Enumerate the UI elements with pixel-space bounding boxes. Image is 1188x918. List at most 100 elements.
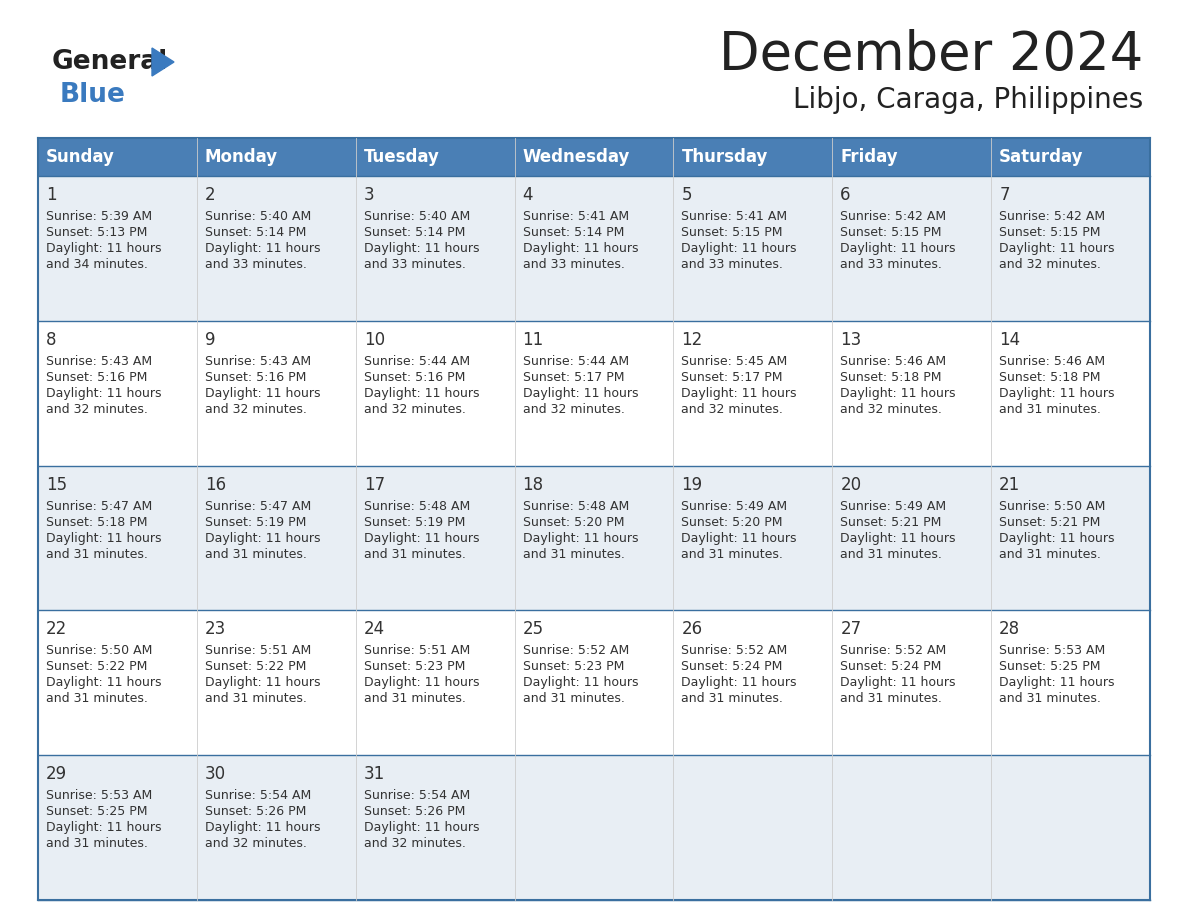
Text: Daylight: 11 hours: Daylight: 11 hours xyxy=(840,386,956,400)
Text: December 2024: December 2024 xyxy=(719,29,1143,81)
Text: Daylight: 11 hours: Daylight: 11 hours xyxy=(364,677,479,689)
Text: Sunset: 5:15 PM: Sunset: 5:15 PM xyxy=(682,226,783,239)
Text: 14: 14 xyxy=(999,330,1020,349)
Text: and 32 minutes.: and 32 minutes. xyxy=(999,258,1101,271)
Text: Sunset: 5:15 PM: Sunset: 5:15 PM xyxy=(999,226,1100,239)
Text: Sunset: 5:17 PM: Sunset: 5:17 PM xyxy=(523,371,624,384)
Text: Sunrise: 5:41 AM: Sunrise: 5:41 AM xyxy=(682,210,788,223)
Text: Sunrise: 5:42 AM: Sunrise: 5:42 AM xyxy=(999,210,1105,223)
Text: 1: 1 xyxy=(46,186,57,204)
Text: Sunrise: 5:40 AM: Sunrise: 5:40 AM xyxy=(204,210,311,223)
Text: Sunrise: 5:48 AM: Sunrise: 5:48 AM xyxy=(523,499,628,512)
Text: and 32 minutes.: and 32 minutes. xyxy=(523,403,625,416)
Text: Daylight: 11 hours: Daylight: 11 hours xyxy=(364,386,479,400)
Text: Sunrise: 5:46 AM: Sunrise: 5:46 AM xyxy=(840,354,947,368)
Text: Sunset: 5:14 PM: Sunset: 5:14 PM xyxy=(204,226,307,239)
Text: 26: 26 xyxy=(682,621,702,638)
Text: Libjo, Caraga, Philippines: Libjo, Caraga, Philippines xyxy=(792,86,1143,114)
Text: 20: 20 xyxy=(840,476,861,494)
Text: Sunset: 5:22 PM: Sunset: 5:22 PM xyxy=(46,660,147,674)
Text: and 31 minutes.: and 31 minutes. xyxy=(204,692,307,705)
Text: Daylight: 11 hours: Daylight: 11 hours xyxy=(523,386,638,400)
Text: and 31 minutes.: and 31 minutes. xyxy=(840,692,942,705)
Text: Sunset: 5:26 PM: Sunset: 5:26 PM xyxy=(364,805,465,818)
Text: and 33 minutes.: and 33 minutes. xyxy=(682,258,783,271)
Text: 31: 31 xyxy=(364,766,385,783)
Text: 2: 2 xyxy=(204,186,215,204)
Text: Sunrise: 5:50 AM: Sunrise: 5:50 AM xyxy=(46,644,152,657)
Text: Sunrise: 5:44 AM: Sunrise: 5:44 AM xyxy=(523,354,628,368)
Text: and 31 minutes.: and 31 minutes. xyxy=(204,548,307,561)
Text: Daylight: 11 hours: Daylight: 11 hours xyxy=(204,822,321,834)
Text: and 31 minutes.: and 31 minutes. xyxy=(840,548,942,561)
Text: and 31 minutes.: and 31 minutes. xyxy=(999,692,1101,705)
Text: Sunrise: 5:44 AM: Sunrise: 5:44 AM xyxy=(364,354,469,368)
Text: Sunrise: 5:48 AM: Sunrise: 5:48 AM xyxy=(364,499,470,512)
Text: Wednesday: Wednesday xyxy=(523,148,630,166)
Text: Daylight: 11 hours: Daylight: 11 hours xyxy=(364,532,479,544)
Text: and 32 minutes.: and 32 minutes. xyxy=(364,837,466,850)
Text: 9: 9 xyxy=(204,330,215,349)
Text: and 32 minutes.: and 32 minutes. xyxy=(364,403,466,416)
Text: Daylight: 11 hours: Daylight: 11 hours xyxy=(840,677,956,689)
Text: Friday: Friday xyxy=(840,148,898,166)
Bar xyxy=(38,176,1150,320)
Text: Sunrise: 5:50 AM: Sunrise: 5:50 AM xyxy=(999,499,1106,512)
Text: 21: 21 xyxy=(999,476,1020,494)
Text: and 33 minutes.: and 33 minutes. xyxy=(523,258,625,271)
Text: Daylight: 11 hours: Daylight: 11 hours xyxy=(523,677,638,689)
Text: Sunrise: 5:41 AM: Sunrise: 5:41 AM xyxy=(523,210,628,223)
Text: Sunrise: 5:49 AM: Sunrise: 5:49 AM xyxy=(682,499,788,512)
Text: 17: 17 xyxy=(364,476,385,494)
Text: Sunset: 5:18 PM: Sunset: 5:18 PM xyxy=(840,371,942,384)
Text: and 33 minutes.: and 33 minutes. xyxy=(364,258,466,271)
Text: Sunrise: 5:52 AM: Sunrise: 5:52 AM xyxy=(682,644,788,657)
Text: Daylight: 11 hours: Daylight: 11 hours xyxy=(682,677,797,689)
Text: and 33 minutes.: and 33 minutes. xyxy=(840,258,942,271)
Text: Sunset: 5:24 PM: Sunset: 5:24 PM xyxy=(682,660,783,674)
Text: 18: 18 xyxy=(523,476,544,494)
Text: and 32 minutes.: and 32 minutes. xyxy=(682,403,783,416)
Text: and 31 minutes.: and 31 minutes. xyxy=(46,548,147,561)
Text: Sunrise: 5:39 AM: Sunrise: 5:39 AM xyxy=(46,210,152,223)
Text: Sunset: 5:20 PM: Sunset: 5:20 PM xyxy=(682,516,783,529)
Text: Sunset: 5:14 PM: Sunset: 5:14 PM xyxy=(523,226,624,239)
Text: Sunrise: 5:54 AM: Sunrise: 5:54 AM xyxy=(364,789,470,802)
Text: Sunday: Sunday xyxy=(46,148,115,166)
Text: Sunrise: 5:53 AM: Sunrise: 5:53 AM xyxy=(46,789,152,802)
Text: Sunset: 5:16 PM: Sunset: 5:16 PM xyxy=(46,371,147,384)
Text: 19: 19 xyxy=(682,476,702,494)
Text: and 31 minutes.: and 31 minutes. xyxy=(682,548,783,561)
Text: and 31 minutes.: and 31 minutes. xyxy=(999,548,1101,561)
Text: Daylight: 11 hours: Daylight: 11 hours xyxy=(682,386,797,400)
Text: Sunset: 5:14 PM: Sunset: 5:14 PM xyxy=(364,226,465,239)
Text: Thursday: Thursday xyxy=(682,148,767,166)
Text: General: General xyxy=(52,49,169,75)
Text: Sunrise: 5:43 AM: Sunrise: 5:43 AM xyxy=(46,354,152,368)
Text: Sunrise: 5:47 AM: Sunrise: 5:47 AM xyxy=(46,499,152,512)
Text: Daylight: 11 hours: Daylight: 11 hours xyxy=(204,386,321,400)
Text: 25: 25 xyxy=(523,621,544,638)
Text: 11: 11 xyxy=(523,330,544,349)
Text: Sunset: 5:18 PM: Sunset: 5:18 PM xyxy=(999,371,1100,384)
Text: 29: 29 xyxy=(46,766,68,783)
Text: 15: 15 xyxy=(46,476,68,494)
Text: 10: 10 xyxy=(364,330,385,349)
Text: and 31 minutes.: and 31 minutes. xyxy=(999,403,1101,416)
Text: Sunset: 5:24 PM: Sunset: 5:24 PM xyxy=(840,660,942,674)
Text: and 31 minutes.: and 31 minutes. xyxy=(682,692,783,705)
Text: Sunset: 5:18 PM: Sunset: 5:18 PM xyxy=(46,516,147,529)
Text: Sunset: 5:26 PM: Sunset: 5:26 PM xyxy=(204,805,307,818)
Text: Sunrise: 5:51 AM: Sunrise: 5:51 AM xyxy=(364,644,470,657)
Text: Monday: Monday xyxy=(204,148,278,166)
Text: Sunset: 5:15 PM: Sunset: 5:15 PM xyxy=(840,226,942,239)
Text: Sunrise: 5:53 AM: Sunrise: 5:53 AM xyxy=(999,644,1105,657)
Text: and 31 minutes.: and 31 minutes. xyxy=(364,692,466,705)
Text: 22: 22 xyxy=(46,621,68,638)
Text: Saturday: Saturday xyxy=(999,148,1083,166)
Text: Sunrise: 5:52 AM: Sunrise: 5:52 AM xyxy=(840,644,947,657)
Text: Sunrise: 5:46 AM: Sunrise: 5:46 AM xyxy=(999,354,1105,368)
Text: 30: 30 xyxy=(204,766,226,783)
Text: Sunrise: 5:47 AM: Sunrise: 5:47 AM xyxy=(204,499,311,512)
Bar xyxy=(38,610,1150,756)
